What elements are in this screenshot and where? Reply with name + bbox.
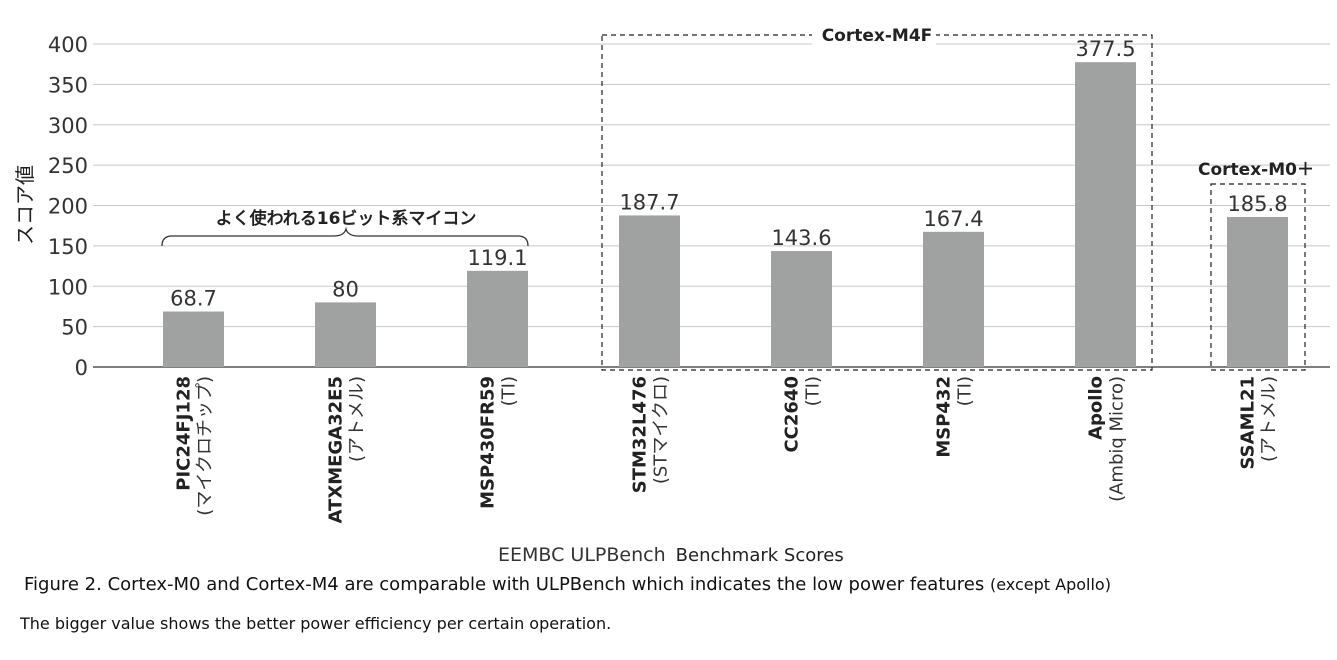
y-tick-label: 100 bbox=[48, 275, 88, 299]
group-m4f-box bbox=[601, 34, 1153, 371]
category-name: SSAML21 bbox=[1238, 376, 1259, 469]
category-name: Apollo bbox=[1086, 376, 1107, 440]
y-tick-label: 350 bbox=[48, 73, 88, 97]
group-m4f-label-bg bbox=[812, 24, 936, 46]
y-tick-label: 250 bbox=[48, 154, 88, 178]
bar bbox=[923, 231, 984, 367]
category-name: MSP432 bbox=[934, 376, 955, 458]
x-axis-title: EEMBC ULPBench Benchmark Scores bbox=[498, 544, 844, 566]
y-tick-label: 200 bbox=[48, 195, 88, 219]
figure-note: The bigger value shows the better power … bbox=[20, 614, 612, 633]
category-maker: (Ambiq Micro) bbox=[1107, 376, 1128, 502]
category-name: ATXMEGA32E5 bbox=[326, 376, 347, 523]
gridlines bbox=[93, 43, 1330, 328]
bar-value-label: 119.1 bbox=[467, 246, 527, 270]
bar-chart: 0 50 100 150 200 250 300 350 400 68.7 80 119.1 187.… bbox=[13, 24, 1330, 523]
bar bbox=[1227, 216, 1288, 367]
bar-value-label: 185.8 bbox=[1227, 192, 1287, 216]
bars bbox=[163, 62, 1288, 367]
category-name: STM32L476 bbox=[630, 376, 651, 493]
bar-value-label: 187.7 bbox=[619, 190, 679, 214]
y-tick-label: 300 bbox=[48, 114, 88, 138]
category-maker: (STマイクロ) bbox=[651, 376, 672, 484]
x-tick-label: MSP430FR59 (TI) bbox=[478, 376, 520, 509]
bar bbox=[315, 302, 376, 367]
bar bbox=[467, 270, 528, 367]
y-tick-label: 150 bbox=[48, 235, 88, 259]
x-tick-label: MSP432 (TI) bbox=[934, 376, 976, 458]
x-axis-title-sub: Benchmark Scores bbox=[675, 545, 844, 566]
x-tick-label: PIC24FJ128 (マイクロチップ) bbox=[174, 376, 216, 516]
y-axis-label: スコア値 bbox=[13, 165, 37, 245]
x-tick-label: ATXMEGA32E5 (アトメル) bbox=[326, 376, 368, 523]
category-name: CC2640 bbox=[782, 376, 803, 453]
x-axis-title-main: EEMBC ULPBench bbox=[498, 544, 666, 566]
x-tick-label: Apollo (Ambiq Micro) bbox=[1086, 376, 1128, 502]
category-name: PIC24FJ128 bbox=[174, 376, 195, 491]
figure-caption-text: Figure 2. Cortex-M0 and Cortex-M4 are co… bbox=[24, 574, 985, 595]
bar bbox=[163, 311, 224, 367]
figure-caption-tail: (except Apollo) bbox=[990, 575, 1111, 594]
bar-value-label: 80 bbox=[332, 277, 359, 301]
group-m0plus-box bbox=[1210, 183, 1306, 371]
bar-value-label: 167.4 bbox=[923, 207, 983, 231]
y-axis-ticks: 0 50 100 150 200 250 300 350 400 bbox=[48, 33, 88, 380]
category-maker: (アトメル) bbox=[347, 376, 368, 462]
group-m4f-label: Cortex-M4F bbox=[822, 26, 933, 46]
category-name: MSP430FR59 bbox=[478, 376, 499, 509]
group-m0plus-label: Cortex-M0＋ bbox=[1198, 160, 1314, 180]
bar bbox=[1075, 62, 1136, 367]
y-tick-label: 50 bbox=[61, 316, 88, 340]
y-tick-label: 0 bbox=[75, 356, 88, 380]
category-maker: (アトメル) bbox=[1259, 376, 1280, 462]
value-labels: 68.7 80 119.1 187.7 143.6 167.4 377.5 185.8 bbox=[170, 37, 1287, 310]
bar-value-label: 377.5 bbox=[1075, 37, 1135, 61]
category-maker: (TI) bbox=[499, 376, 520, 406]
x-axis-labels: PIC24FJ128 (マイクロチップ) ATXMEGA32E5 (アトメル) MSP4… bbox=[174, 376, 1280, 523]
bar-value-label: 68.7 bbox=[170, 287, 217, 311]
bar-value-label: 143.6 bbox=[771, 226, 831, 250]
y-tick-label: 400 bbox=[48, 33, 88, 57]
group-16bit-label: よく使われる16ビット系マイコン bbox=[216, 208, 477, 229]
category-maker: (マイクロチップ) bbox=[195, 376, 216, 516]
x-tick-label: SSAML21 (アトメル) bbox=[1238, 376, 1280, 469]
category-maker: (TI) bbox=[955, 376, 976, 406]
figure-caption: Figure 2. Cortex-M0 and Cortex-M4 are co… bbox=[24, 574, 1111, 595]
group-16bit-brace bbox=[161, 226, 529, 247]
category-maker: (TI) bbox=[803, 376, 824, 406]
bar bbox=[771, 251, 832, 367]
x-tick-label: CC2640 (TI) bbox=[782, 376, 824, 453]
x-tick-label: STM32L476 (STマイクロ) bbox=[630, 376, 672, 493]
bar bbox=[619, 215, 680, 367]
